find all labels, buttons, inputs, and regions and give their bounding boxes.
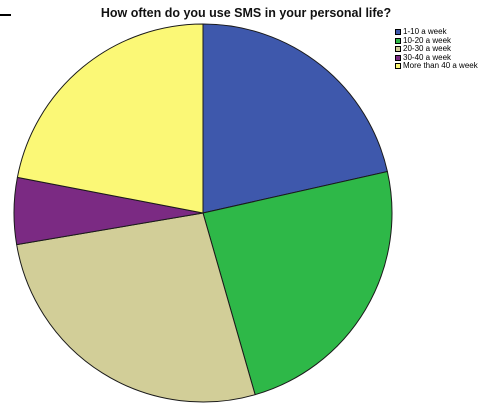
legend-swatch-icon	[395, 29, 401, 35]
pie-slice	[202, 171, 393, 396]
legend-item: More than 40 a week	[395, 61, 478, 71]
pie-slice	[202, 23, 388, 214]
legend-item: 20-30 a week	[395, 44, 478, 54]
legend-label: 10-20 a week	[403, 35, 452, 45]
legend-swatch-icon	[395, 46, 401, 52]
legend-label: 30-40 a week	[403, 52, 452, 62]
legend-item: 30-40 a week	[395, 52, 478, 63]
chart-title: How often do you use SMS in your persona…	[100, 6, 392, 20]
legend-item: 1-10 a week	[395, 27, 478, 37]
pie-slice	[16, 23, 204, 214]
legend-swatch-icon	[395, 54, 401, 61]
legend-swatch-icon	[395, 37, 401, 44]
legend-item: 10-20 a week	[395, 35, 478, 46]
legend-label: 1-10 a week	[403, 27, 447, 36]
legend-label: 20-30 a week	[403, 44, 452, 53]
chart-legend: 1-10 a week 10-20 a week 20-30 a week 30…	[395, 27, 478, 71]
pie-slice	[16, 212, 256, 403]
corner-tick-mark	[0, 14, 11, 16]
legend-swatch-icon	[395, 63, 401, 69]
legend-label: More than 40 a week	[403, 61, 478, 70]
